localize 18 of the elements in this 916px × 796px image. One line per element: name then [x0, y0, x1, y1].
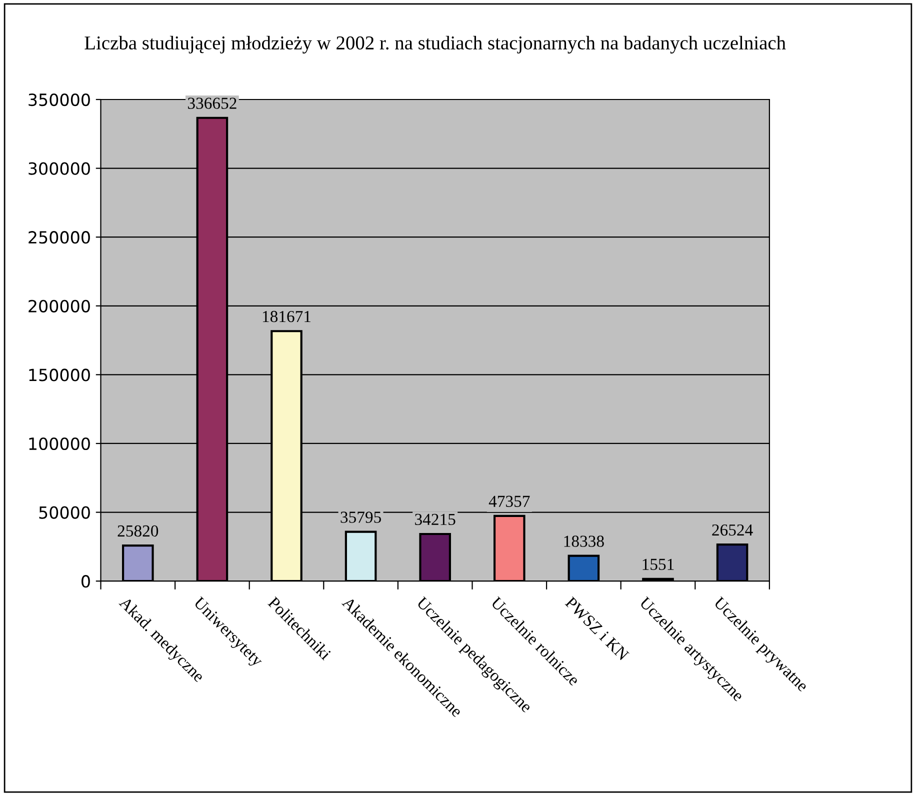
data-label: 35795 — [340, 512, 381, 523]
y-tick-label: 300000 — [28, 162, 90, 175]
y-tick-label: 200000 — [28, 300, 90, 312]
y-tick-label: 250000 — [28, 231, 90, 244]
y-tick-label: 50000 — [39, 506, 90, 519]
data-label: 25820 — [118, 525, 158, 537]
y-tick-label: 350000 — [28, 93, 90, 106]
chart-title: Liczba studiującej młodzieży w 2002 r. na studiach stacjonarnych na badanych uczelniach — [84, 36, 786, 54]
data-label: 34215 — [415, 514, 456, 526]
data-label: 1551 — [642, 558, 674, 570]
y-tick-label: 100000 — [29, 437, 90, 450]
data-label: 181671 — [262, 310, 311, 322]
data-label: 47357 — [488, 496, 530, 507]
data-label: 18338 — [564, 536, 604, 547]
data-label: 26524 — [712, 524, 753, 536]
y-tick-label: 0 — [82, 575, 90, 588]
y-tick-label: 150000 — [29, 368, 90, 382]
data-label: 336652 — [188, 98, 236, 109]
